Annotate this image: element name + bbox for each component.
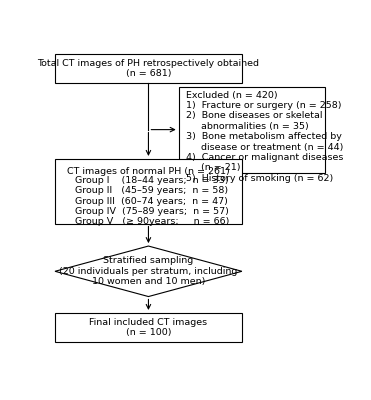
FancyBboxPatch shape (179, 86, 325, 173)
Text: Total CT images of PH retrospectively obtained
(n = 681): Total CT images of PH retrospectively ob… (37, 59, 259, 78)
Text: Final included CT images
(n = 100): Final included CT images (n = 100) (89, 318, 207, 337)
Polygon shape (55, 246, 242, 296)
FancyBboxPatch shape (55, 313, 242, 342)
FancyBboxPatch shape (55, 54, 242, 84)
Text: Group I    (18–44 years;  n = 33)
Group II   (45–59 years;  n = 58)
Group III  (: Group I (18–44 years; n = 33) Group II (… (75, 176, 230, 226)
Text: CT images of normal PH (n = 261): CT images of normal PH (n = 261) (67, 166, 230, 176)
FancyBboxPatch shape (55, 159, 242, 224)
Text: Excluded (n = 420)
1)  Fracture or surgery (n = 258)
2)  Bone diseases or skelet: Excluded (n = 420) 1) Fracture or surger… (186, 90, 343, 183)
Text: Stratified sampling
(20 individuals per stratum, including
10 women and 10 men): Stratified sampling (20 individuals per … (59, 256, 238, 286)
